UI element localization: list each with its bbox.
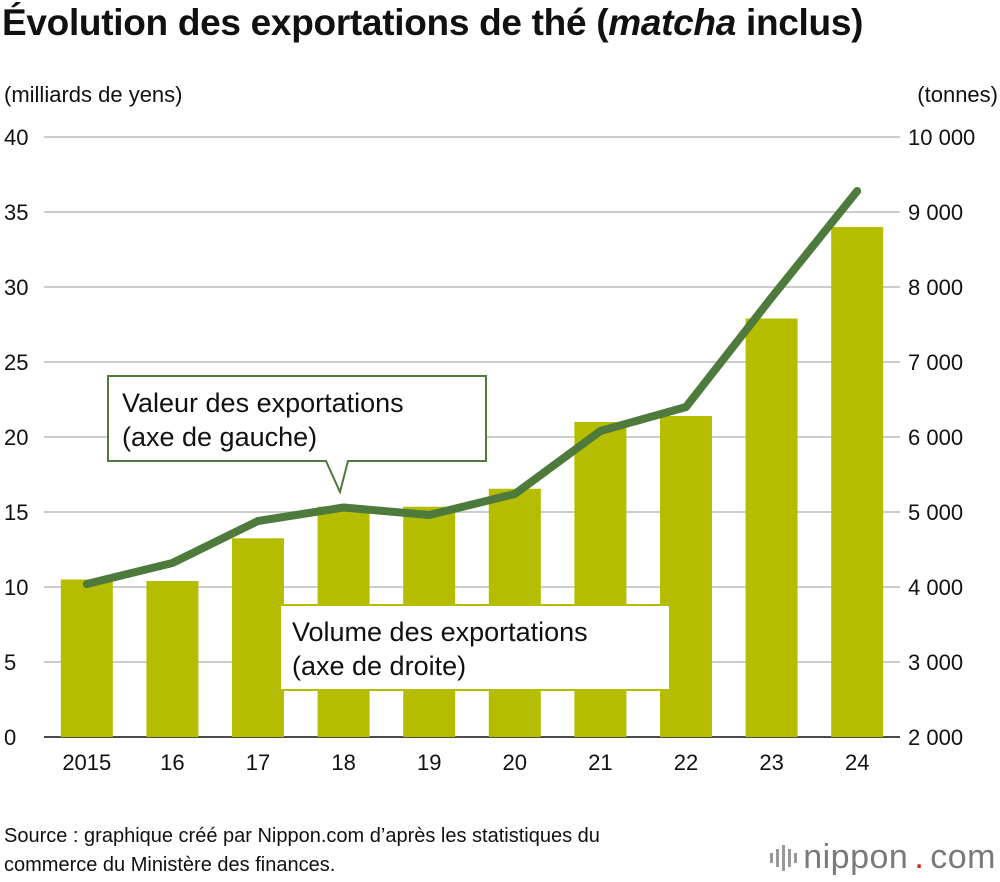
value-line bbox=[82, 187, 862, 588]
right-tick-label: 6 000 bbox=[908, 425, 963, 450]
callout-volume-line1: Volume des exportations bbox=[292, 617, 588, 647]
callout-volume-line2: (axe de droite) bbox=[292, 651, 466, 681]
chart-title: Évolution des exportations de thé (match… bbox=[2, 2, 863, 44]
logo-bars-icon bbox=[770, 844, 798, 871]
left-axis-ticks: 0 5 10 15 20 25 30 35 40 bbox=[4, 125, 28, 750]
right-tick-label: 3 000 bbox=[908, 650, 963, 675]
left-tick-label: 20 bbox=[4, 425, 28, 450]
right-tick-label: 10 000 bbox=[908, 125, 975, 150]
value-point-24 bbox=[856, 190, 859, 192]
x-tick-label: 21 bbox=[588, 750, 612, 775]
left-axis-unit: (milliards de yens) bbox=[4, 82, 183, 107]
bar-23 bbox=[745, 318, 798, 737]
logo-suffix: com bbox=[930, 838, 996, 876]
title-italic: matcha bbox=[608, 2, 736, 43]
value-point-21 bbox=[599, 430, 602, 432]
right-tick-label: 9 000 bbox=[908, 200, 963, 225]
right-tick-label: 2 000 bbox=[908, 725, 963, 750]
callout-value: Valeur des exportations (axe de gauche) bbox=[107, 375, 487, 496]
title-text: Évolution des exportations de thé ( bbox=[2, 2, 609, 43]
title-text-end: inclus) bbox=[736, 2, 864, 43]
callout-volume: Volume des exportations (axe de droite) bbox=[279, 604, 671, 691]
logo-name: nippon bbox=[803, 838, 909, 876]
value-point-16 bbox=[171, 562, 174, 564]
bar-17 bbox=[232, 538, 284, 737]
left-tick-label: 40 bbox=[4, 125, 28, 150]
value-point-18 bbox=[342, 506, 345, 509]
logo-dot: . bbox=[914, 838, 925, 876]
source-note: Source : graphique créé par Nippon.com d… bbox=[4, 822, 600, 880]
x-tick-label: 22 bbox=[674, 750, 698, 775]
value-point-23 bbox=[770, 296, 773, 299]
callout-value-line2: (axe de gauche) bbox=[122, 422, 317, 452]
left-tick-label: 5 bbox=[4, 650, 16, 675]
x-axis-ticks: 2015 16 17 18 19 20 21 22 23 24 bbox=[62, 750, 869, 775]
value-point-22 bbox=[685, 406, 687, 408]
left-tick-label: 30 bbox=[4, 275, 28, 300]
line-series-value bbox=[82, 187, 862, 588]
source-line-2: commerce du Ministère des finances. bbox=[4, 854, 336, 876]
x-tick-label: 23 bbox=[759, 750, 783, 775]
right-axis-unit: (tonnes) bbox=[917, 82, 998, 107]
x-tick-label: 2015 bbox=[62, 750, 111, 775]
right-tick-label: 4 000 bbox=[908, 575, 963, 600]
x-tick-label: 17 bbox=[246, 750, 270, 775]
left-tick-label: 15 bbox=[4, 500, 28, 525]
bar-24 bbox=[831, 227, 884, 737]
x-tick-label: 19 bbox=[417, 750, 441, 775]
left-tick-label: 25 bbox=[4, 350, 28, 375]
left-tick-label: 10 bbox=[4, 575, 28, 600]
bar-2015 bbox=[60, 579, 113, 737]
right-tick-label: 5 000 bbox=[908, 500, 963, 525]
value-point-20 bbox=[513, 493, 516, 495]
nippon-logo: nippon. com bbox=[770, 838, 996, 877]
source-line-1: Source : graphique créé par Nippon.com d… bbox=[4, 825, 600, 847]
left-tick-label: 35 bbox=[4, 200, 28, 225]
right-axis-ticks: 2 000 3 000 4 000 5 000 6 000 7 000 8 000 9 000… bbox=[908, 125, 975, 750]
right-tick-label: 7 000 bbox=[908, 350, 963, 375]
callout-volume-box bbox=[279, 604, 671, 691]
value-point-2015 bbox=[85, 583, 88, 585]
value-point-17 bbox=[257, 520, 259, 522]
x-tick-label: 20 bbox=[503, 750, 527, 775]
left-tick-label: 0 bbox=[4, 725, 16, 750]
value-point-19 bbox=[428, 514, 431, 516]
callout-value-line1: Valeur des exportations bbox=[122, 388, 404, 418]
right-tick-label: 8 000 bbox=[908, 275, 963, 300]
callout-value-box bbox=[107, 375, 487, 496]
bar-16 bbox=[146, 581, 199, 737]
x-tick-label: 16 bbox=[160, 750, 184, 775]
x-tick-label: 18 bbox=[331, 750, 355, 775]
x-tick-label: 24 bbox=[845, 750, 869, 775]
